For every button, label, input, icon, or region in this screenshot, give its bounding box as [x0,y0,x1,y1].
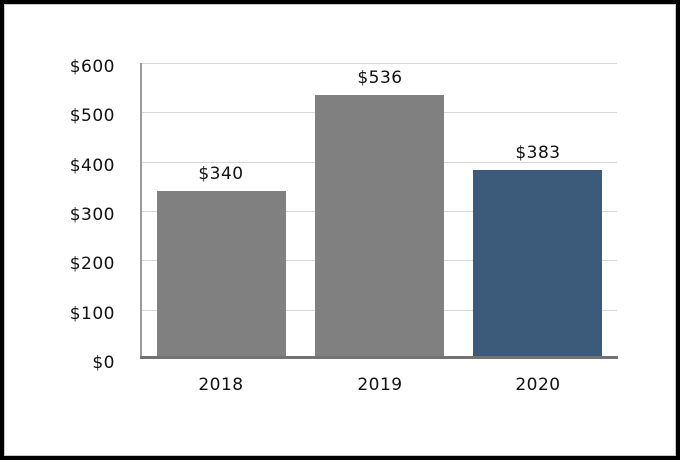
data-label-2019: $536 [357,68,403,88]
y-axis-tick-label: $0 [92,353,115,373]
bar-2019 [315,95,444,359]
y-axis-tick-label: $300 [69,205,115,225]
y-axis-tick-label: $600 [69,57,115,77]
y-axis-tick-label: $100 [69,304,115,324]
data-label-2020: $383 [515,143,561,163]
bar-2020 [473,170,602,359]
bar-2018 [157,191,286,359]
x-axis-label-2020: 2020 [515,375,561,395]
gridline-600 [142,63,617,64]
x-axis-label-2019: 2019 [357,375,403,395]
x-axis-line [140,356,618,359]
data-label-2018: $340 [198,164,244,184]
x-axis-label-2018: 2018 [198,375,244,395]
y-axis-tick-label: $200 [69,254,115,274]
y-axis-tick-label: $400 [69,156,115,176]
y-axis-line [140,63,142,359]
y-axis-tick-label: $500 [69,106,115,126]
